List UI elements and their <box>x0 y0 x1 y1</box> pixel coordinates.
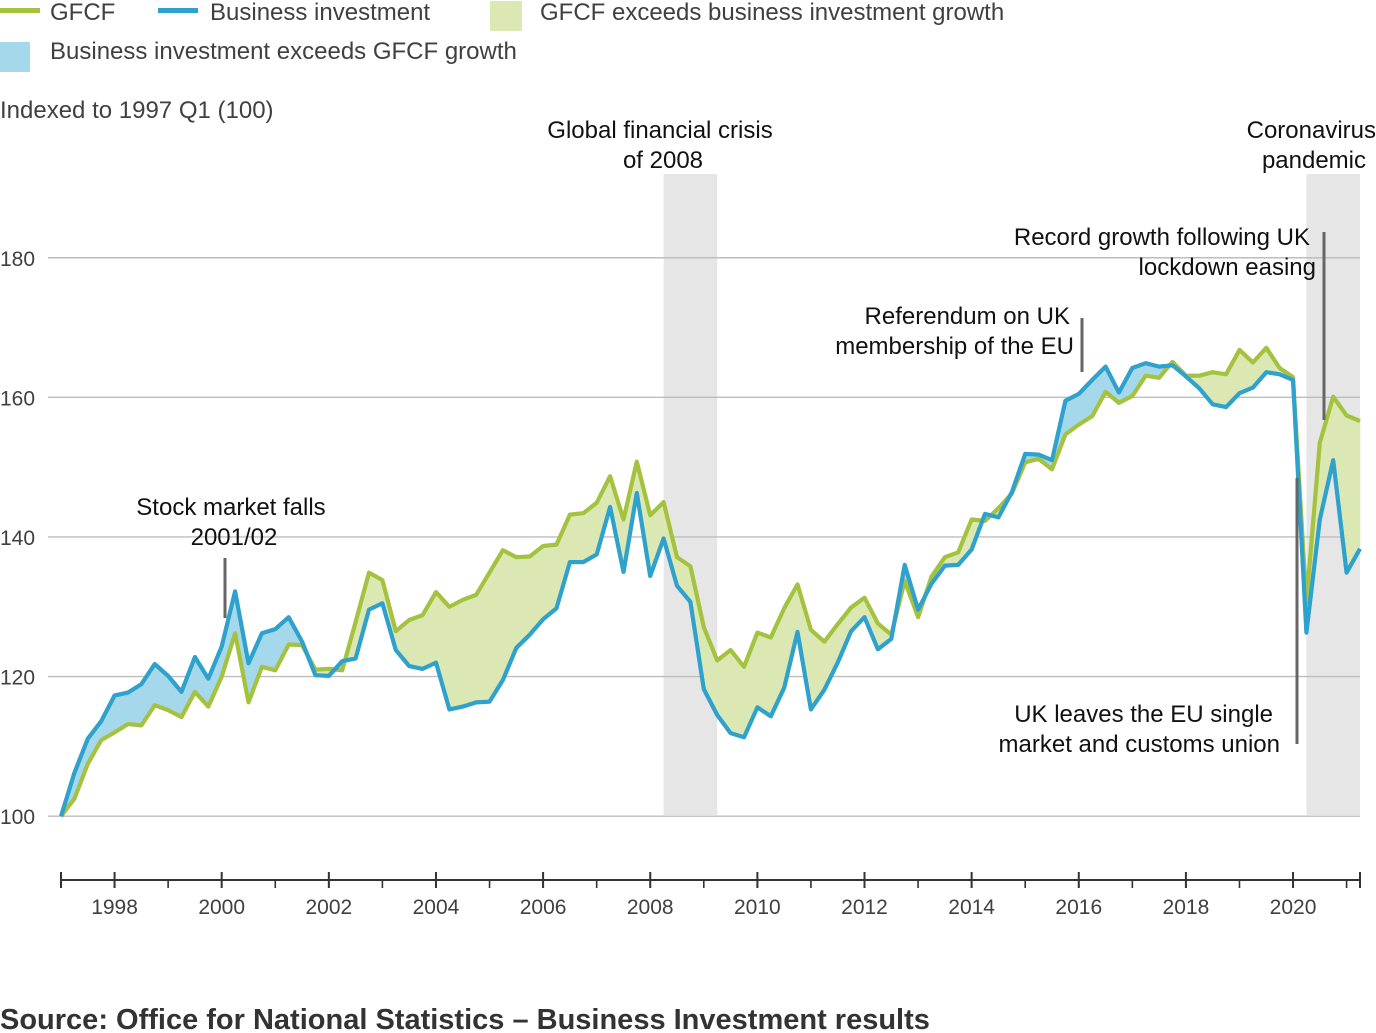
annotation-referendum-line1: Referendum on UK <box>865 303 1070 330</box>
x-tick-label-2018: 2018 <box>1163 896 1210 919</box>
x-tick-label-2012: 2012 <box>841 896 888 919</box>
annotation-covid-line2: pandemic <box>1262 147 1366 174</box>
series-line-business-investment <box>58 361 1362 817</box>
y-tick-label-180: 180 <box>0 248 35 271</box>
shaded-period-1 <box>663 174 718 815</box>
x-tick-label-2008: 2008 <box>627 896 674 919</box>
y-tick-label-120: 120 <box>0 667 35 690</box>
difference-fill-segment <box>462 594 477 707</box>
x-tick-label-2004: 2004 <box>413 896 460 919</box>
difference-fill-segment <box>408 614 423 670</box>
y-axis-label: Indexed to 1997 Q1 (100) <box>0 97 274 124</box>
annotation-gfc: Global financial crisis of 2008 <box>547 117 772 174</box>
series-line-gfcf <box>59 345 1361 818</box>
annotation-uk-leaves-line2: market and customs union <box>999 731 1280 758</box>
series-lines <box>58 345 1362 818</box>
annotation-uk-leaves-line1: UK leaves the EU single <box>1014 701 1273 728</box>
annotation-record-growth-line1: Record growth following UK <box>1014 224 1310 251</box>
annotation-referendum-line2: membership of the EU <box>835 333 1074 360</box>
annotation-stock-market-line2: 2001/02 <box>191 524 278 551</box>
annotation-referendum: Referendum on UK membership of the EU <box>835 303 1084 372</box>
difference-fill-segment <box>1212 371 1227 408</box>
source-note: Source: Office for National Statistics –… <box>0 1004 930 1033</box>
annotation-stock-market: Stock market falls 2001/02 <box>136 494 326 618</box>
legend-swatch-gfcf <box>0 8 40 13</box>
x-tick-label-2020: 2020 <box>1270 896 1317 919</box>
annotation-covid-line1: Coronavirus <box>1247 117 1376 144</box>
grid: 100 120 140 160 180 <box>0 248 1360 829</box>
annotation-covid: Coronavirus pandemic <box>1247 117 1376 174</box>
y-tick-label-140: 140 <box>0 527 35 550</box>
x-tick-label-2000: 2000 <box>198 896 245 919</box>
annotation-uk-leaves: UK leaves the EU single market and custo… <box>999 478 1299 758</box>
x-axis: 1998 2000 2002 2004 2006 2008 2010 2012 2014 2016… <box>60 872 1361 919</box>
legend-swatch-gfcf-exceeds <box>490 1 522 31</box>
annotation-record-growth-line2: lockdown easing <box>1139 254 1316 281</box>
difference-fill-segment <box>757 632 772 717</box>
x-tick-label-2010: 2010 <box>734 896 781 919</box>
y-tick-label-100: 100 <box>0 806 35 829</box>
annotation-gfc-line2: of 2008 <box>623 147 703 174</box>
difference-fill-segment <box>449 599 464 710</box>
legend-label-gfcf-exceeds: GFCF exceeds business investment growth <box>540 0 1004 26</box>
legend-swatch-business-exceeds <box>0 42 30 72</box>
x-tick-label-2016: 2016 <box>1055 896 1102 919</box>
legend-label-gfcf: GFCF <box>50 0 115 26</box>
y-tick-label-160: 160 <box>0 387 35 410</box>
annotation-record-growth: Record growth following UK lockdown easi… <box>1014 224 1326 420</box>
annotation-stock-market-line1: Stock market falls <box>136 494 325 521</box>
x-tick-label-2014: 2014 <box>948 896 995 919</box>
legend: GFCF Business investment GFCF exceeds bu… <box>0 0 1004 72</box>
x-tick-label-2006: 2006 <box>520 896 567 919</box>
legend-swatch-business <box>158 8 198 13</box>
annotation-gfc-line1: Global financial crisis <box>547 117 772 144</box>
difference-fill-segment <box>569 512 584 563</box>
x-tick-label-2002: 2002 <box>305 896 352 919</box>
legend-label-business: Business investment <box>210 0 430 26</box>
difference-fill-segment <box>261 628 276 671</box>
legend-label-business-exceeds: Business investment exceeds GFCF growth <box>50 38 517 65</box>
x-tick-label-1998: 1998 <box>91 896 138 919</box>
